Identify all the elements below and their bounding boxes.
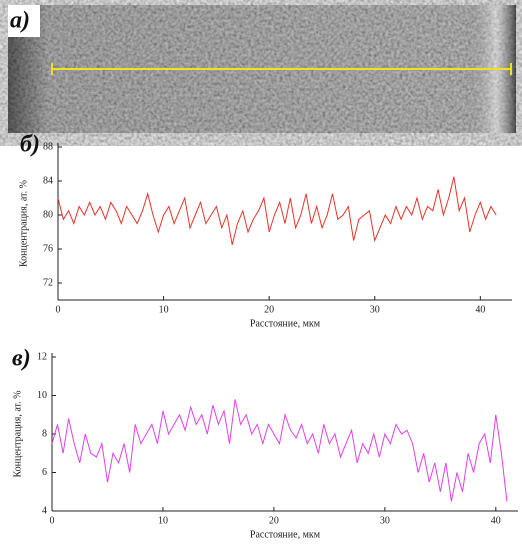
x-tick-label: 30	[370, 304, 380, 315]
data-line	[51, 399, 508, 502]
y-tick-label: 72	[43, 277, 53, 288]
y-tick-label: 4	[42, 505, 47, 516]
y-tick-label: 8	[42, 428, 47, 439]
micrograph: а)	[8, 5, 516, 133]
y-tick-label: 12	[37, 351, 47, 362]
x-tick-label: 30	[380, 515, 390, 526]
data-line	[57, 176, 497, 245]
y-tick-label: 76	[43, 243, 53, 254]
y-axis-title: Концентрация, ат. %	[18, 180, 29, 267]
panel-label: в)	[12, 346, 31, 372]
y-axis-title: Концентрация, ат. %	[12, 390, 23, 477]
x-tick-label: 40	[491, 515, 501, 526]
x-tick-label: 40	[475, 304, 485, 315]
x-tick-label: 10	[158, 515, 168, 526]
y-tick-label: 80	[43, 209, 53, 220]
y-tick-label: 10	[37, 390, 47, 401]
y-tick-label: 84	[43, 175, 53, 186]
x-axis-title: Расстояние, мкм	[250, 529, 321, 540]
panel-label: а)	[10, 8, 30, 34]
x-tick-label: 0	[56, 304, 61, 315]
x-tick-label: 0	[50, 515, 55, 526]
x-tick-label: 20	[269, 515, 279, 526]
x-tick-label: 10	[159, 304, 169, 315]
panel-label: б)	[20, 132, 40, 158]
y-tick-label: 6	[42, 467, 47, 478]
y-tick-label: 88	[43, 141, 53, 152]
x-tick-label: 20	[264, 304, 274, 315]
x-axis-title: Расстояние, мкм	[250, 318, 321, 329]
